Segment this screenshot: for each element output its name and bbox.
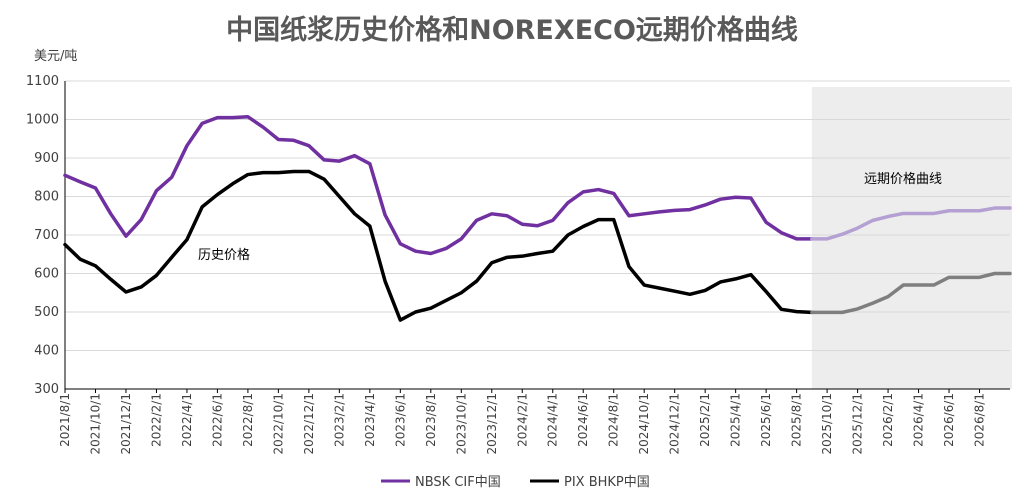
x-tick-label: 2022/4/1: [180, 393, 194, 447]
y-tick-label: 1000: [26, 113, 59, 128]
x-tick-label: 2024/12/1: [668, 393, 682, 455]
legend-label-nbsk: NBSK CIF中国: [415, 475, 501, 490]
y-tick-label: 1100: [26, 74, 59, 89]
x-tick-label: 2026/2/1: [881, 393, 895, 447]
x-tick-label: 2024/4/1: [546, 393, 560, 447]
y-tick-label: 300: [34, 382, 59, 397]
x-tick-label: 2025/10/1: [820, 393, 834, 455]
x-tick-label: 2022/8/1: [241, 393, 255, 447]
x-tick-label: 2023/6/1: [393, 393, 407, 447]
series-line-forward-0: [810, 206, 1012, 241]
x-tick-label: 2022/2/1: [149, 393, 163, 447]
forward-period-shade: [811, 87, 1012, 389]
y-tick-label: 900: [34, 151, 59, 166]
legend: NBSK CIF中国 PIX BHKP中国: [381, 475, 650, 490]
x-tick-label: 2023/12/1: [485, 393, 499, 455]
x-tick-label: 2023/2/1: [332, 393, 346, 447]
x-tick-label: 2025/12/1: [851, 393, 865, 455]
x-tick-label: 2023/4/1: [363, 393, 377, 447]
legend-label-pix: PIX BHKP中国: [564, 475, 650, 490]
x-tick-label: 2021/8/1: [58, 393, 72, 447]
x-tick-label: 2025/6/1: [759, 393, 773, 447]
x-tick-label: 2026/6/1: [942, 393, 956, 447]
y-tick-label: 500: [34, 305, 59, 320]
series-line-forward-1: [810, 271, 1012, 315]
x-tick-label: 2022/10/1: [271, 393, 285, 455]
plot-area: 300 400 500 600 700 800 900 1000 1100 2021/8/1 202…: [26, 74, 1012, 455]
x-tick-label: 2026/4/1: [912, 393, 926, 447]
x-tick-label: 2021/12/1: [119, 393, 133, 455]
y-axis-unit: 美元/吨: [34, 49, 77, 64]
x-tick-label: 2024/6/1: [576, 393, 590, 447]
y-tick-label: 700: [34, 228, 59, 243]
annotation-forward: 远期价格曲线: [864, 171, 942, 187]
chart-title: 中国纸浆历史价格和NOREXECO远期价格曲线: [226, 14, 798, 46]
x-tick-label: 2025/4/1: [729, 393, 743, 447]
annotation-historical: 历史价格: [198, 247, 250, 263]
x-tick-label: 2025/2/1: [698, 393, 712, 447]
series-line-historical-1: [63, 169, 814, 322]
x-tick-label: 2022/12/1: [302, 393, 316, 455]
x-tick-label: 2023/8/1: [424, 393, 438, 447]
x-tick-label: 2026/8/1: [973, 393, 987, 447]
x-tick-label: 2023/10/1: [454, 393, 468, 455]
x-tick-label: 2024/2/1: [515, 393, 529, 447]
x-tick-label: 2024/10/1: [637, 393, 651, 455]
y-tick-label: 600: [34, 267, 59, 282]
x-tick-label: 2024/8/1: [607, 393, 621, 447]
series-line-historical-0: [63, 115, 814, 256]
x-tick-label: 2022/6/1: [210, 393, 224, 447]
x-tick-label: 2025/8/1: [790, 393, 804, 447]
y-tick-label: 800: [34, 190, 59, 205]
x-tick-label: 2021/10/1: [88, 393, 102, 455]
y-tick-label: 400: [34, 344, 59, 359]
